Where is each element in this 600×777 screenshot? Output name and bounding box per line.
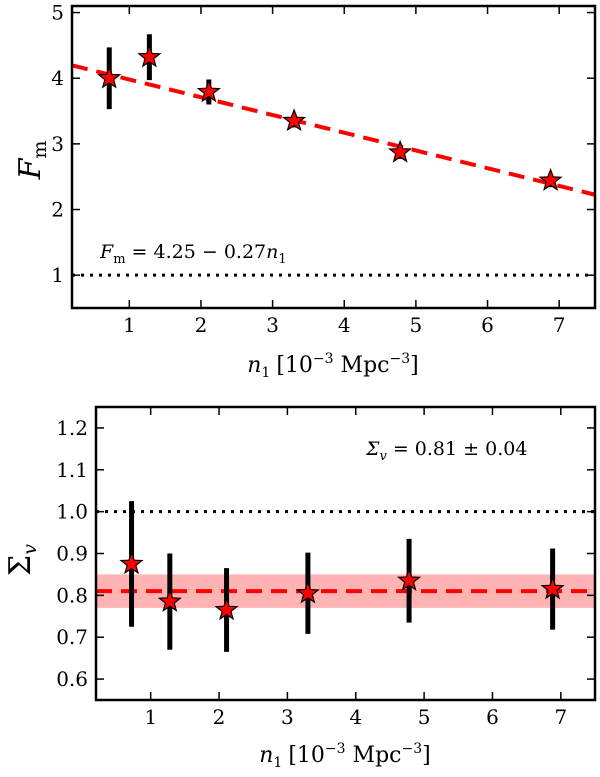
xlabel-top-var: n [247,353,261,378]
xtick-label-1: 2 [195,313,208,337]
xlabel-top-sub: 1 [261,365,270,381]
panel-bottom: 1 2 3 4 5 6 7 0.6 0.7 0.8 0.9 1.0 1.1 1.2 Σv = 0.81 ±… [3,405,597,771]
data-point-3 [281,108,307,132]
annotation-top-lhs-sub: m [113,252,125,267]
data-point-2 [214,597,239,621]
xlabel-bottom-sub: 1 [273,755,282,771]
xlabel-bottom-exp: −3 [325,741,346,757]
xtick-label-0: 1 [123,313,136,337]
xtick-label-3: 4 [338,313,351,337]
data-point-2 [196,79,221,103]
data-point-4 [388,139,413,163]
xlabel-top-exp2: −3 [390,351,411,367]
xlabel-top-close: ] [410,353,419,378]
ytick-label-3: 4 [51,66,64,90]
annotation-bottom: Σv = 0.81 ± 0.04 [365,438,527,464]
data-point-0 [97,65,122,89]
ylabel-bottom-main: Σ [3,555,38,576]
markers-bottom [119,551,565,621]
data-point-5 [538,167,563,191]
xlabel-top-units: [10 [276,353,313,378]
annotation-bottom-lhs-sub: v [379,449,387,464]
ylabel-top-main: F [13,157,48,180]
xlabel-bottom-close: ] [422,743,431,768]
data-point-1 [137,44,162,68]
ytick-label-1: 2 [51,198,64,222]
xlabel-bottom: n1 [10−3 Mpc−3] [259,741,430,771]
ytick-label-6: 1.2 [56,416,88,440]
ytick-label-4: 5 [51,1,64,25]
markers-top [97,44,563,191]
xlabel-top-units2: Mpc [334,353,390,378]
data-point-0 [119,551,144,575]
ticks-bottom: 1 2 3 4 5 6 7 0.6 0.7 0.8 0.9 1.0 1.1 1.2 [56,407,595,729]
fit-line-top [71,63,596,197]
data-point-1 [157,588,182,612]
xtick-label-6: 7 [553,313,566,337]
errorbars-top [106,34,554,188]
xlabel-bottom-exp2: −3 [402,741,423,757]
annotation-top-rhs: = 4.25 − 0.27 [126,241,267,263]
xtick-label-1: 2 [213,705,226,729]
ytick-label-2: 3 [51,132,64,156]
ytick-label-2: 0.8 [56,583,88,607]
xlabel-bottom-units: [10 [288,743,325,768]
ytick-label-0: 0.6 [56,667,88,691]
xlabel-top-exp: −3 [313,351,334,367]
xtick-label-3: 4 [349,705,362,729]
annotation-bottom-rhs: = 0.81 ± 0.04 [387,438,528,460]
xtick-label-2: 3 [281,705,294,729]
xtick-label-4: 5 [418,705,431,729]
xtick-label-4: 5 [410,313,423,337]
ytick-label-4: 1.0 [56,500,88,524]
data-point-4 [396,567,422,592]
ylabel-top-sub: m [29,141,51,159]
xtick-label-5: 6 [481,313,494,337]
ylabel-top: Fm [13,141,51,181]
xtick-label-0: 1 [144,705,157,729]
ylabel-bottom-sub: v [19,544,41,555]
ytick-label-5: 1.1 [56,458,88,482]
annotation-top-lhs: F [99,241,114,263]
ylabel-bottom: Σv [3,544,41,576]
annotation-top-var: n [266,241,278,263]
xtick-label-6: 7 [554,705,567,729]
annotation-bottom-lhs: Σ [365,438,380,460]
data-point-5 [540,576,565,600]
xlabel-top: n1 [10−3 Mpc−3] [247,351,418,381]
ytick-label-0: 1 [51,263,64,287]
ytick-label-3: 0.9 [56,542,88,566]
annotation-top-var-sub: 1 [278,252,286,267]
xlabel-bottom-units2: Mpc [346,743,402,768]
axes-frame-top [70,4,597,310]
annotation-top: Fm = 4.25 − 0.27n1 [99,241,287,267]
data-point-3 [295,580,321,604]
fit-line [71,63,596,197]
xtick-label-2: 3 [266,313,279,337]
ticks-top: 1 2 3 4 5 6 7 1 2 3 4 5 [51,1,595,337]
xlabel-bottom-var: n [259,743,273,768]
ytick-label-1: 0.7 [56,625,88,649]
xtick-label-5: 6 [486,705,499,729]
